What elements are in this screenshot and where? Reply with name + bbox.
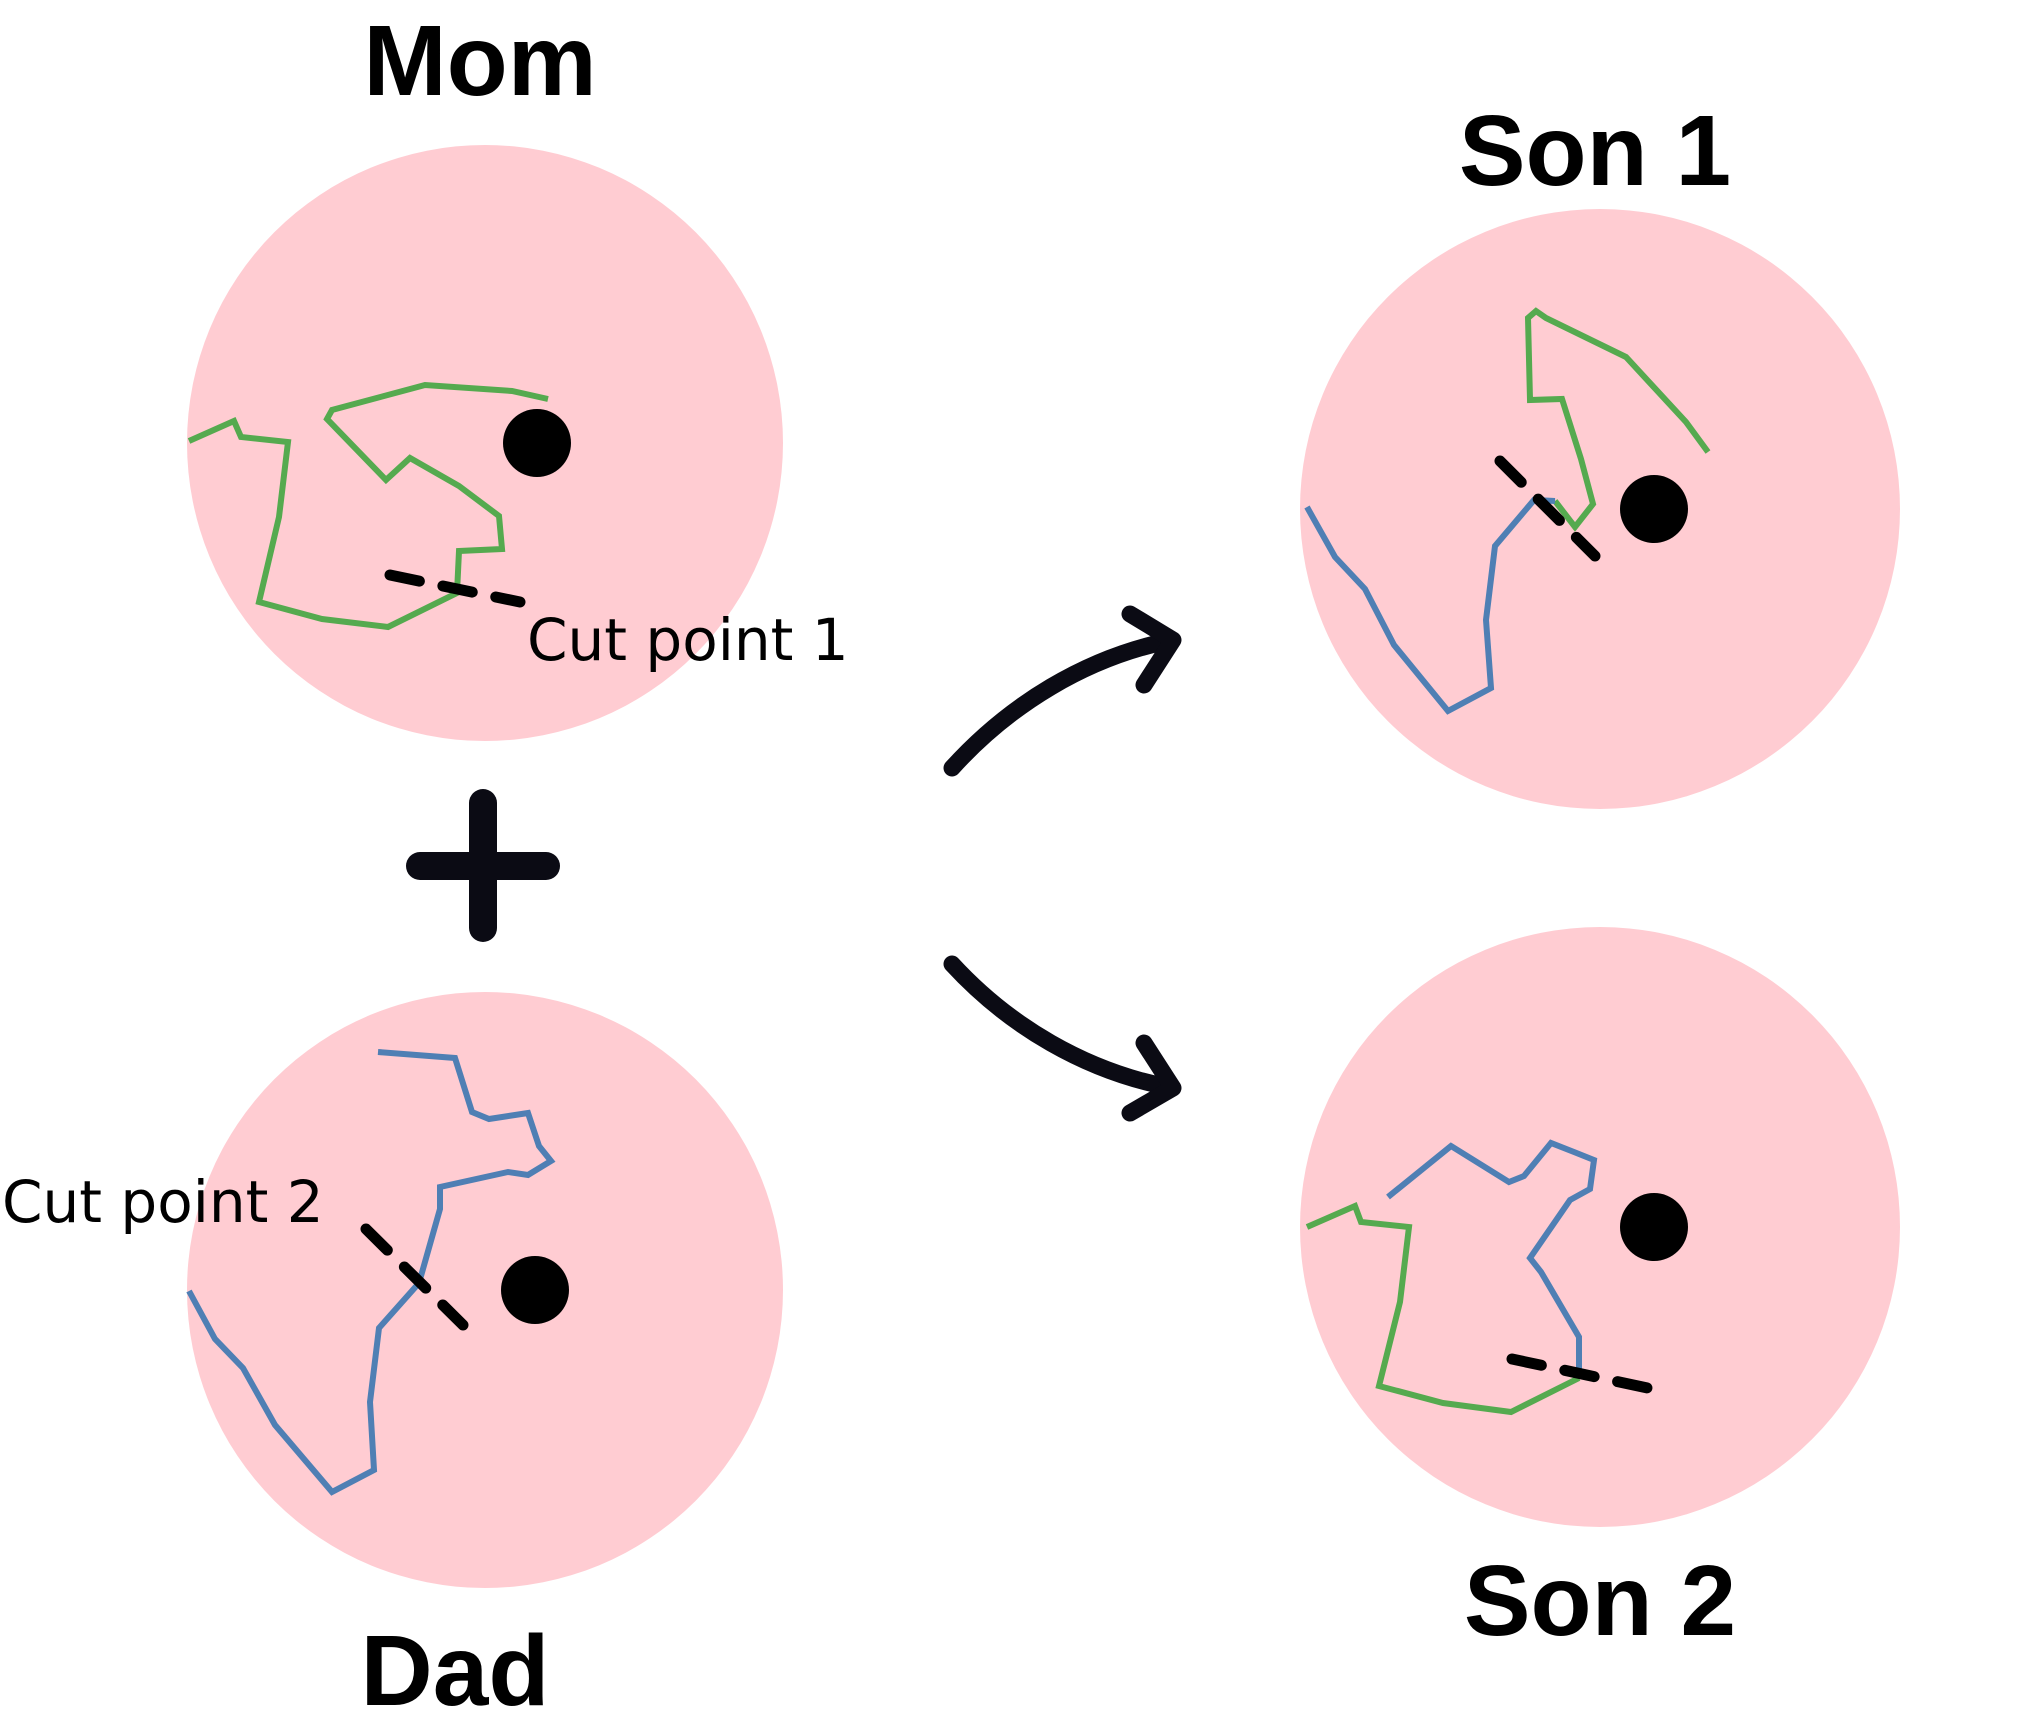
son1-dot (1620, 475, 1688, 543)
title-son1: Son 1 (1459, 95, 1731, 207)
cut-point-2-label: Cut point 2 (2, 1168, 324, 1236)
son2-panel (1300, 927, 1900, 1527)
son2-circle (1300, 927, 1900, 1527)
dad-dot (501, 1256, 569, 1324)
title-son2: Son 2 (1464, 1545, 1736, 1657)
dad-panel: Cut point 2 (2, 992, 783, 1588)
son1-mom-segment (1524, 307, 1711, 532)
son1-circle (1300, 209, 1900, 809)
plus-icon (406, 789, 560, 942)
mom-path (187, 381, 549, 631)
cut-point-1-label: Cut point 1 (527, 606, 849, 674)
mom-dot (503, 409, 571, 477)
son2-dad-segment (1386, 1139, 1598, 1378)
son2-cut-line (1506, 1353, 1658, 1395)
dad-cut-line (360, 1223, 469, 1331)
curved-arrow-down-right-icon (943, 955, 1182, 1122)
mom-cut-line (384, 569, 526, 608)
son1-panel (1300, 209, 1900, 809)
son2-mom-segment (1305, 1201, 1581, 1416)
son1-cut-line (1494, 455, 1601, 562)
son2-dot (1620, 1193, 1688, 1261)
mom-circle (187, 145, 783, 741)
son1-dad-segment (1304, 496, 1556, 715)
title-mom: Mom (363, 5, 596, 117)
mom-panel: Cut point 1 (187, 145, 849, 741)
dad-circle (187, 992, 783, 1588)
title-dad: Dad (361, 1615, 550, 1716)
curved-arrow-up-right-icon (943, 605, 1182, 777)
dad-path (186, 1049, 556, 1496)
